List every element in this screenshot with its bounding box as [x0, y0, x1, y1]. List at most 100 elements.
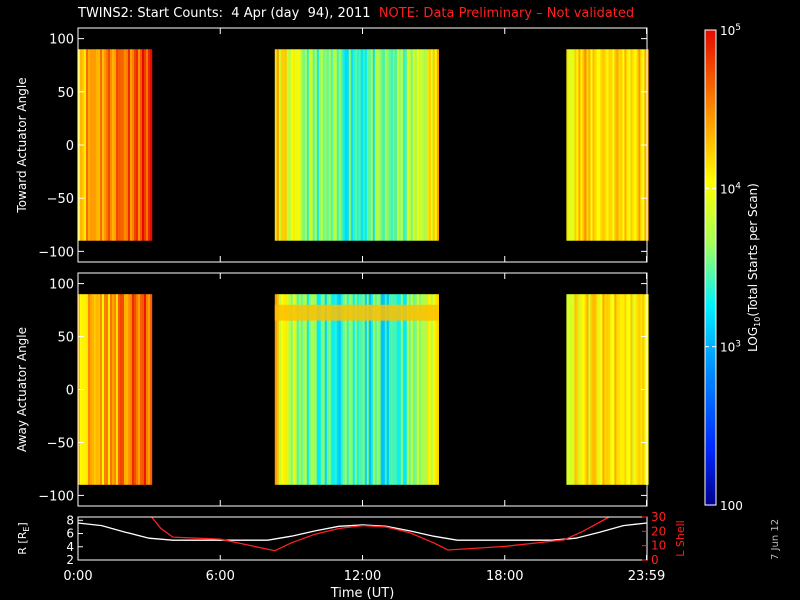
colorbar-swatch — [705, 436, 716, 439]
heatmap-column — [326, 294, 329, 485]
heatmap-column — [618, 49, 621, 241]
colorbar-swatch — [705, 408, 716, 411]
colorbar-swatch — [705, 232, 716, 235]
colorbar-swatch — [705, 218, 716, 221]
heatmap-column — [610, 294, 613, 485]
heatmap-column — [298, 49, 301, 241]
heatmap-column — [138, 49, 141, 241]
colorbar-swatch — [705, 322, 716, 325]
colorbar-swatch — [705, 72, 716, 75]
heatmap-column — [566, 294, 569, 485]
colorbar-swatch — [705, 406, 716, 409]
heatmap-column — [356, 49, 359, 241]
colorbar-swatch — [705, 476, 716, 479]
colorbar-swatch — [705, 146, 716, 149]
colorbar-swatch — [705, 278, 716, 281]
heatmap-column — [434, 294, 437, 485]
colorbar-swatch — [705, 140, 716, 143]
colorbar-swatch — [705, 324, 716, 327]
heatmap-column — [324, 294, 327, 485]
x-tick-label: 6:00 — [206, 569, 235, 584]
heatmap-column — [572, 294, 575, 485]
heatmap-column — [408, 294, 411, 485]
colorbar-swatch — [705, 320, 716, 323]
heatmap-column — [364, 49, 367, 241]
heatmap-column — [304, 294, 307, 485]
colorbar-swatch — [705, 214, 716, 217]
colorbar-swatch — [705, 404, 716, 407]
heatmap-column — [358, 49, 361, 241]
heatmap-column — [148, 49, 151, 241]
colorbar-swatch — [705, 338, 716, 341]
colorbar-swatch — [705, 44, 716, 47]
heatmap-column — [346, 49, 349, 241]
colorbar-swatch — [705, 100, 716, 103]
heatmap-column — [326, 49, 329, 241]
heatmap-column — [284, 294, 287, 485]
heatmap-column — [398, 49, 401, 241]
heatmap-column — [328, 49, 331, 241]
heatmap-column — [366, 294, 369, 485]
colorbar-swatch — [705, 378, 716, 381]
colorbar-swatch — [705, 30, 716, 33]
heatmap-column — [104, 49, 107, 241]
heatmap-column — [388, 294, 391, 485]
heatmap-column — [314, 294, 317, 485]
heatmap-column — [102, 294, 105, 485]
heatmap-column — [382, 49, 385, 241]
heatmap-column — [612, 49, 615, 241]
heatmap-column — [88, 49, 91, 241]
heatmap-column — [352, 294, 355, 485]
heatmap-column — [570, 294, 573, 485]
colorbar-swatch — [705, 36, 716, 39]
y-tick-label: 50 — [57, 86, 74, 101]
colorbar-swatch — [705, 382, 716, 385]
colorbar-swatch — [705, 294, 716, 297]
colorbar-swatch — [705, 314, 716, 317]
heatmap-column — [616, 294, 619, 485]
heatmap-column — [424, 294, 427, 485]
colorbar-swatch — [705, 440, 716, 443]
heatmap-column — [356, 294, 359, 485]
heatmap-column — [308, 294, 311, 485]
heatmap-column — [94, 49, 97, 241]
heatmap-column — [592, 49, 595, 241]
colorbar-swatch — [705, 112, 716, 115]
colorbar-swatch — [705, 272, 716, 275]
heatmap-column — [606, 49, 609, 241]
heatmap-column — [280, 49, 283, 241]
heatmap-column — [630, 49, 633, 241]
colorbar-swatch — [705, 352, 716, 355]
heatmap-column — [332, 294, 335, 485]
heatmap-column — [342, 294, 345, 485]
heatmap-column — [346, 294, 349, 485]
heatmap-column — [374, 49, 377, 241]
colorbar-swatch — [705, 270, 716, 273]
heatmap-column — [120, 294, 123, 485]
colorbar-swatch — [705, 372, 716, 375]
heatmap-column — [108, 294, 111, 485]
heatmap-column — [404, 49, 407, 241]
heatmap-column — [120, 49, 123, 241]
colorbar-swatch — [705, 48, 716, 51]
heatmap-column — [622, 49, 625, 241]
heatmap-column — [568, 49, 571, 241]
heatmap-column — [436, 294, 439, 485]
colorbar-swatch — [705, 398, 716, 401]
heatmap-column — [134, 49, 137, 241]
heatmap-column — [138, 294, 141, 485]
colorbar-swatch — [705, 364, 716, 367]
heatmap-column — [590, 294, 593, 485]
heatmap-column — [114, 49, 117, 241]
heatmap-column — [418, 49, 421, 241]
colorbar-swatch — [705, 216, 716, 219]
y-tick-label: 100 — [49, 33, 74, 48]
colorbar-swatch — [705, 206, 716, 209]
heatmap-column — [364, 294, 367, 485]
heatmap-column — [142, 49, 145, 241]
colorbar-swatch — [705, 226, 716, 229]
colorbar-swatch — [705, 296, 716, 299]
heatmap-column — [388, 49, 391, 241]
heatmap-column — [632, 49, 635, 241]
colorbar-swatch — [705, 46, 716, 49]
